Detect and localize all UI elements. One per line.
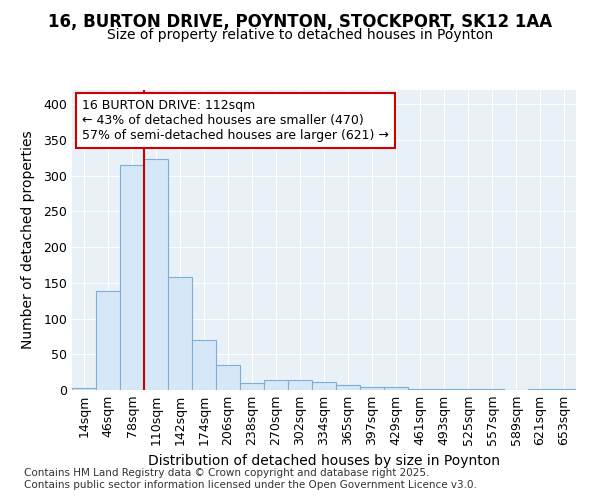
Bar	[384, 387, 408, 390]
Bar	[144, 160, 168, 390]
Bar	[192, 340, 216, 390]
Y-axis label: Number of detached properties: Number of detached properties	[21, 130, 35, 350]
Bar	[240, 383, 264, 390]
Bar	[336, 385, 360, 390]
Bar	[264, 380, 288, 390]
Text: 16 BURTON DRIVE: 112sqm
← 43% of detached houses are smaller (470)
57% of semi-d: 16 BURTON DRIVE: 112sqm ← 43% of detache…	[82, 99, 389, 142]
X-axis label: Distribution of detached houses by size in Poynton: Distribution of detached houses by size …	[148, 454, 500, 468]
Bar	[216, 365, 240, 390]
Bar	[120, 165, 144, 390]
Bar	[96, 292, 120, 390]
Bar	[288, 380, 312, 390]
Bar	[360, 387, 384, 390]
Bar	[72, 388, 96, 390]
Bar	[552, 388, 576, 390]
Bar	[168, 277, 192, 390]
Bar	[312, 382, 336, 390]
Text: 16, BURTON DRIVE, POYNTON, STOCKPORT, SK12 1AA: 16, BURTON DRIVE, POYNTON, STOCKPORT, SK…	[48, 12, 552, 30]
Text: Contains HM Land Registry data © Crown copyright and database right 2025.
Contai: Contains HM Land Registry data © Crown c…	[24, 468, 477, 490]
Text: Size of property relative to detached houses in Poynton: Size of property relative to detached ho…	[107, 28, 493, 42]
